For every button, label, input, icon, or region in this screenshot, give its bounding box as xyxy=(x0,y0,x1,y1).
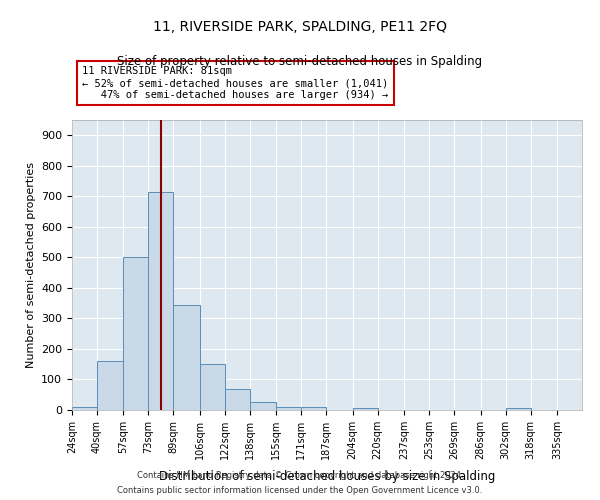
Bar xyxy=(97,361,124,410)
X-axis label: Distribution of semi-detached houses by size in Spalding: Distribution of semi-detached houses by … xyxy=(159,470,495,483)
Y-axis label: Number of semi-detached properties: Number of semi-detached properties xyxy=(26,162,35,368)
Bar xyxy=(200,364,225,410)
Text: Size of property relative to semi-detached houses in Spalding: Size of property relative to semi-detach… xyxy=(118,55,482,68)
Bar xyxy=(173,304,200,410)
Bar xyxy=(148,192,173,410)
Bar xyxy=(250,402,277,410)
Bar xyxy=(72,407,97,410)
Text: Contains public sector information licensed under the Open Government Licence v3: Contains public sector information licen… xyxy=(118,486,482,495)
Bar xyxy=(277,407,301,410)
Bar xyxy=(506,408,530,410)
Text: Contains HM Land Registry data © Crown copyright and database right 2024.: Contains HM Land Registry data © Crown c… xyxy=(137,471,463,480)
Text: 11 RIVERSIDE PARK: 81sqm
← 52% of semi-detached houses are smaller (1,041)
   47: 11 RIVERSIDE PARK: 81sqm ← 52% of semi-d… xyxy=(82,66,388,100)
Text: 11, RIVERSIDE PARK, SPALDING, PE11 2FQ: 11, RIVERSIDE PARK, SPALDING, PE11 2FQ xyxy=(153,20,447,34)
Bar xyxy=(124,258,148,410)
Bar xyxy=(301,407,326,410)
Bar xyxy=(225,388,250,410)
Bar xyxy=(353,408,377,410)
